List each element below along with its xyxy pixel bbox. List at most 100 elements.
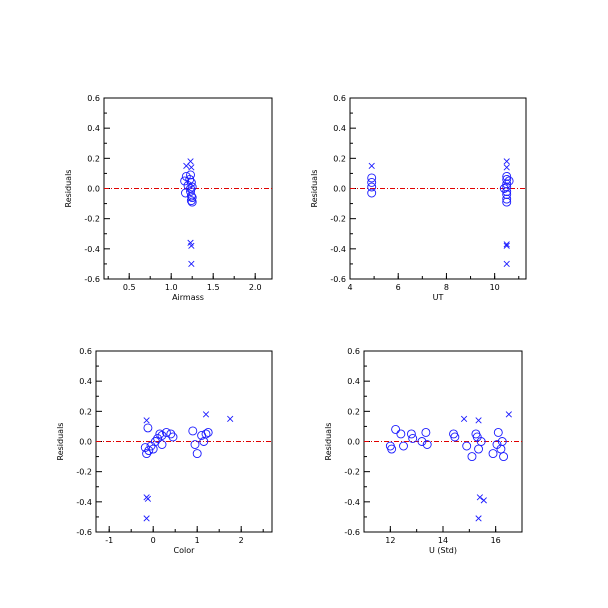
- y-tick-label: 0.6: [87, 94, 100, 103]
- y-tick-label: 0.6: [79, 347, 92, 356]
- x-tick-label: 1.0: [165, 283, 178, 292]
- x-tick-label: 6: [396, 283, 401, 292]
- data-point-circle: [387, 444, 397, 454]
- data-point-circle: [186, 191, 196, 201]
- data-point-cross: [503, 158, 510, 165]
- data-point-circle: [199, 437, 209, 446]
- data-point-circle: [391, 424, 401, 434]
- y-tick-label: -0.2: [84, 215, 100, 224]
- residual-panel: -0.6 -0.4 -0.2 0.0 0.2 0.4 0.6 4 6 8 10 UT Residuals: [310, 94, 527, 302]
- data-point-circle: [187, 182, 197, 192]
- y-tick-label: -0.6: [330, 275, 346, 284]
- y-axis-label: Residuals: [64, 170, 73, 208]
- y-tick-label: -0.2: [344, 468, 360, 477]
- data-point-cross: [187, 158, 194, 165]
- y-tick-label: 0.0: [87, 185, 100, 194]
- y-tick-label: -0.2: [330, 215, 346, 224]
- y-axis-label: Residuals: [310, 170, 319, 208]
- data-point-circle: [476, 437, 486, 446]
- y-tick-label: -0.4: [84, 245, 100, 254]
- y-tick-label: 0.4: [87, 124, 100, 133]
- data-point-circle: [502, 194, 512, 204]
- data-point-circle: [168, 432, 178, 442]
- data-point-circle: [417, 437, 427, 446]
- data-point-circle: [499, 452, 509, 462]
- data-point-circle: [150, 437, 160, 446]
- data-point-circle: [504, 176, 514, 186]
- data-point-cross: [202, 411, 210, 418]
- y-tick-label: 0.6: [333, 94, 346, 103]
- data-point-circle: [143, 423, 153, 433]
- data-point-cross: [143, 515, 150, 522]
- y-tick-label: -0.6: [76, 528, 92, 537]
- y-tick-label: 0.0: [333, 185, 346, 194]
- x-tick-label: 4: [347, 283, 352, 292]
- y-tick-label: 0.4: [347, 377, 360, 386]
- data-point-circle: [166, 429, 176, 439]
- data-point-circle: [190, 440, 200, 449]
- data-point-circle: [367, 182, 377, 192]
- residual-panel: -0.6 -0.4 -0.2 0.0 0.2 0.4 0.6 -1 0 1 2 Color Residu…: [56, 347, 273, 555]
- data-point-circle: [188, 426, 198, 436]
- y-tick-label: 0.2: [347, 407, 360, 416]
- y-tick-label: 0.2: [333, 154, 346, 163]
- data-point-circle: [502, 179, 512, 189]
- x-tick-label: 2.0: [249, 283, 262, 292]
- x-axis-label: Airmass: [172, 293, 204, 302]
- x-tick-label: -1: [105, 536, 113, 545]
- x-tick-label: 12: [385, 536, 395, 545]
- data-point-circle: [502, 190, 512, 199]
- data-point-circle: [499, 184, 509, 193]
- data-point-circle: [181, 171, 191, 181]
- data-point-circle: [203, 428, 213, 437]
- data-point-circle: [142, 449, 152, 459]
- data-point-circle: [502, 171, 512, 181]
- data-point-circle: [192, 449, 202, 459]
- data-point-circle: [474, 444, 483, 454]
- data-point-cross: [475, 515, 482, 522]
- x-tick-label: 2: [239, 536, 244, 545]
- y-tick-label: -0.4: [76, 498, 92, 507]
- data-point-circle: [462, 441, 472, 451]
- data-point-circle: [467, 452, 477, 462]
- y-tick-label: -0.6: [84, 275, 100, 284]
- data-point-cross: [144, 495, 152, 502]
- y-tick-label: -0.6: [344, 528, 360, 537]
- data-point-circle: [399, 441, 408, 451]
- data-point-cross: [505, 411, 512, 418]
- data-point-circle: [367, 173, 377, 183]
- y-tick-label: -0.4: [344, 498, 360, 507]
- data-point-circle: [155, 429, 165, 439]
- data-point-cross: [475, 417, 482, 424]
- y-tick-label: -0.4: [330, 245, 346, 254]
- data-point-circle: [502, 182, 512, 192]
- y-tick-label: 0.0: [347, 438, 360, 447]
- x-axis-label: U (Std): [429, 546, 457, 555]
- data-point-circle: [161, 428, 171, 437]
- data-point-cross: [503, 260, 510, 268]
- residual-panel: -0.6 -0.4 -0.2 0.0 0.2 0.4 0.6 12 14 16 U (Std) Res…: [324, 347, 523, 555]
- x-axis-label: UT: [433, 293, 444, 302]
- x-axis-label: Color: [174, 546, 196, 555]
- data-point-cross: [460, 415, 468, 422]
- data-point-circle: [187, 197, 197, 207]
- x-tick-label: 1.5: [207, 283, 220, 292]
- y-tick-label: 0.6: [347, 347, 360, 356]
- data-point-cross: [503, 242, 510, 249]
- data-point-circle: [422, 440, 432, 449]
- data-point-circle: [367, 178, 377, 187]
- data-point-circle: [408, 434, 418, 443]
- data-point-cross: [503, 164, 510, 171]
- residual-panel: -0.6 -0.4 -0.2 0.0 0.2 0.4 0.6 0.5 1.0 1.5 2.0 Airm…: [64, 94, 273, 302]
- y-tick-label: 0.2: [79, 407, 92, 416]
- data-point-circle: [497, 437, 507, 446]
- y-tick-label: 0.4: [333, 124, 346, 133]
- x-tick-label: 0.5: [123, 283, 136, 292]
- x-tick-label: 16: [491, 536, 501, 545]
- x-tick-label: 14: [438, 536, 448, 545]
- data-point-cross: [480, 497, 487, 504]
- y-tick-label: -0.2: [76, 468, 92, 477]
- data-point-cross: [188, 260, 195, 268]
- data-point-circle: [186, 187, 195, 196]
